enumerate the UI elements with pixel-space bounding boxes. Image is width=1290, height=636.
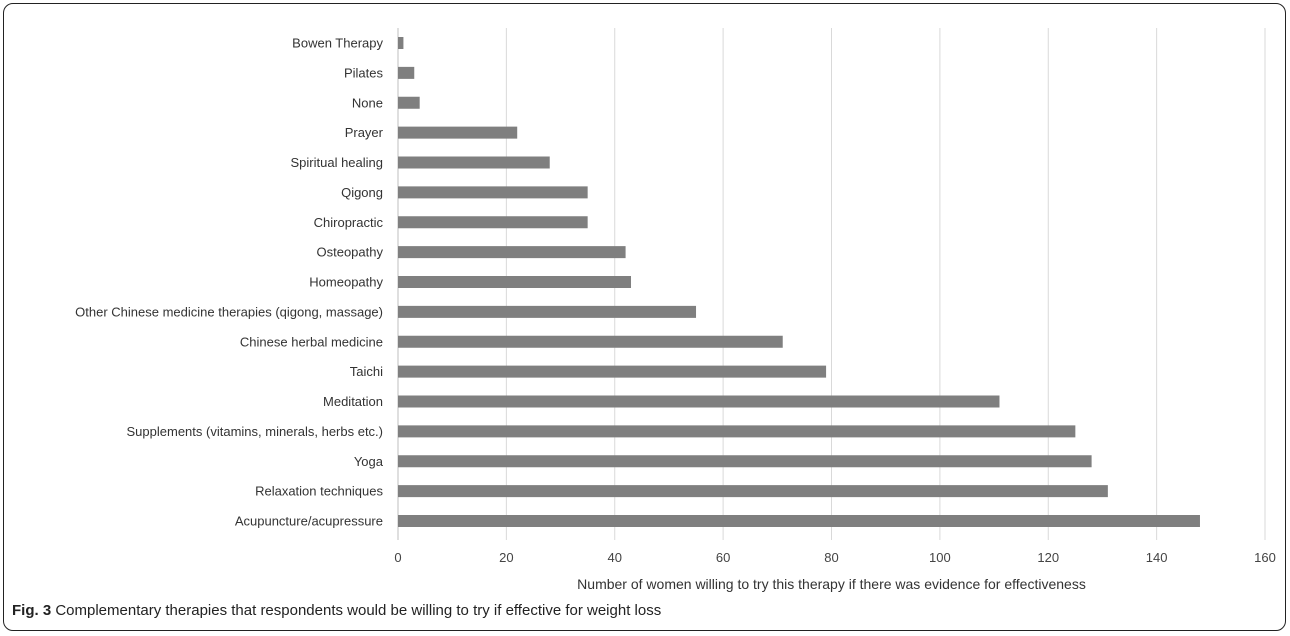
bar-acupuncture-acupressure xyxy=(398,515,1200,527)
category-label-chiropractic: Chiropractic xyxy=(314,215,384,230)
category-label-chinese-herbal-medicine: Chinese herbal medicine xyxy=(240,334,383,349)
category-label-relaxation-techniques: Relaxation techniques xyxy=(255,484,383,499)
category-label-homeopathy: Homeopathy xyxy=(309,275,383,290)
category-label-none: None xyxy=(352,95,383,110)
bar-spiritual-healing xyxy=(398,156,550,169)
category-label-pilates: Pilates xyxy=(344,65,384,80)
x-tick-label-160: 160 xyxy=(1254,550,1276,565)
bar-chinese-herbal-medicine xyxy=(398,335,783,348)
figure-caption-text: Complementary therapies that respondents… xyxy=(51,602,662,619)
x-tick-label-20: 20 xyxy=(499,550,513,565)
figure-caption: Fig. 3 Complementary therapies that resp… xyxy=(12,602,661,619)
bar-meditation xyxy=(398,395,1000,408)
x-tick-label-120: 120 xyxy=(1037,550,1059,565)
bar-relaxation-techniques xyxy=(398,485,1108,498)
x-tick-label-40: 40 xyxy=(608,550,622,565)
category-label-acupuncture-acupressure: Acupuncture/acupressure xyxy=(235,514,383,529)
bar-yoga xyxy=(398,455,1092,468)
bar-homeopathy xyxy=(398,276,632,288)
bars xyxy=(398,37,1200,527)
category-label-taichi: Taichi xyxy=(350,364,383,379)
bar-pilates xyxy=(398,66,415,79)
x-tick-label-60: 60 xyxy=(716,550,730,565)
x-tick-label-100: 100 xyxy=(929,550,951,565)
bar-bowen-therapy xyxy=(398,37,404,49)
figure-caption-label: Fig. 3 xyxy=(12,602,52,619)
bar-none xyxy=(398,96,420,109)
category-label-qigong: Qigong xyxy=(341,185,383,200)
category-label-yoga: Yoga xyxy=(354,454,384,469)
category-labels: Bowen Therapy Pilates None Prayer Spiritual … xyxy=(75,36,384,529)
x-tick-labels: 0 20 40 60 80 100 120 140 160 xyxy=(394,550,1275,565)
bar-prayer xyxy=(398,126,518,139)
bar-supplements-vitamins-minerals-herbs-etc xyxy=(398,425,1076,438)
bar-qigong xyxy=(398,186,588,199)
category-label-osteopathy: Osteopathy xyxy=(317,245,384,260)
gridlines xyxy=(397,28,1266,540)
category-label-bowen-therapy: Bowen Therapy xyxy=(292,36,383,51)
x-tick-label-140: 140 xyxy=(1146,550,1168,565)
category-label-spiritual-healing: Spiritual healing xyxy=(290,155,383,170)
category-label-prayer: Prayer xyxy=(345,125,384,140)
x-axis-title: Number of women willing to try this ther… xyxy=(577,576,1086,592)
category-label-meditation: Meditation xyxy=(323,394,383,409)
bar-chart: Bowen Therapy Pilates None Prayer Spiritual … xyxy=(75,28,1276,592)
bar-taichi xyxy=(398,365,827,378)
bar-osteopathy xyxy=(398,246,626,259)
x-tick-label-80: 80 xyxy=(824,550,838,565)
category-label-other-chinese-medicine-therapies-qigong-massage: Other Chinese medicine therapies (qigong… xyxy=(75,304,383,319)
bar-other-chinese-medicine-therapies-qigong-massage xyxy=(398,305,697,318)
category-label-supplements-vitamins-minerals-herbs-etc: Supplements (vitamins, minerals, herbs e… xyxy=(127,424,383,439)
x-tick-label-0: 0 xyxy=(394,550,401,565)
bar-chiropractic xyxy=(398,216,588,229)
